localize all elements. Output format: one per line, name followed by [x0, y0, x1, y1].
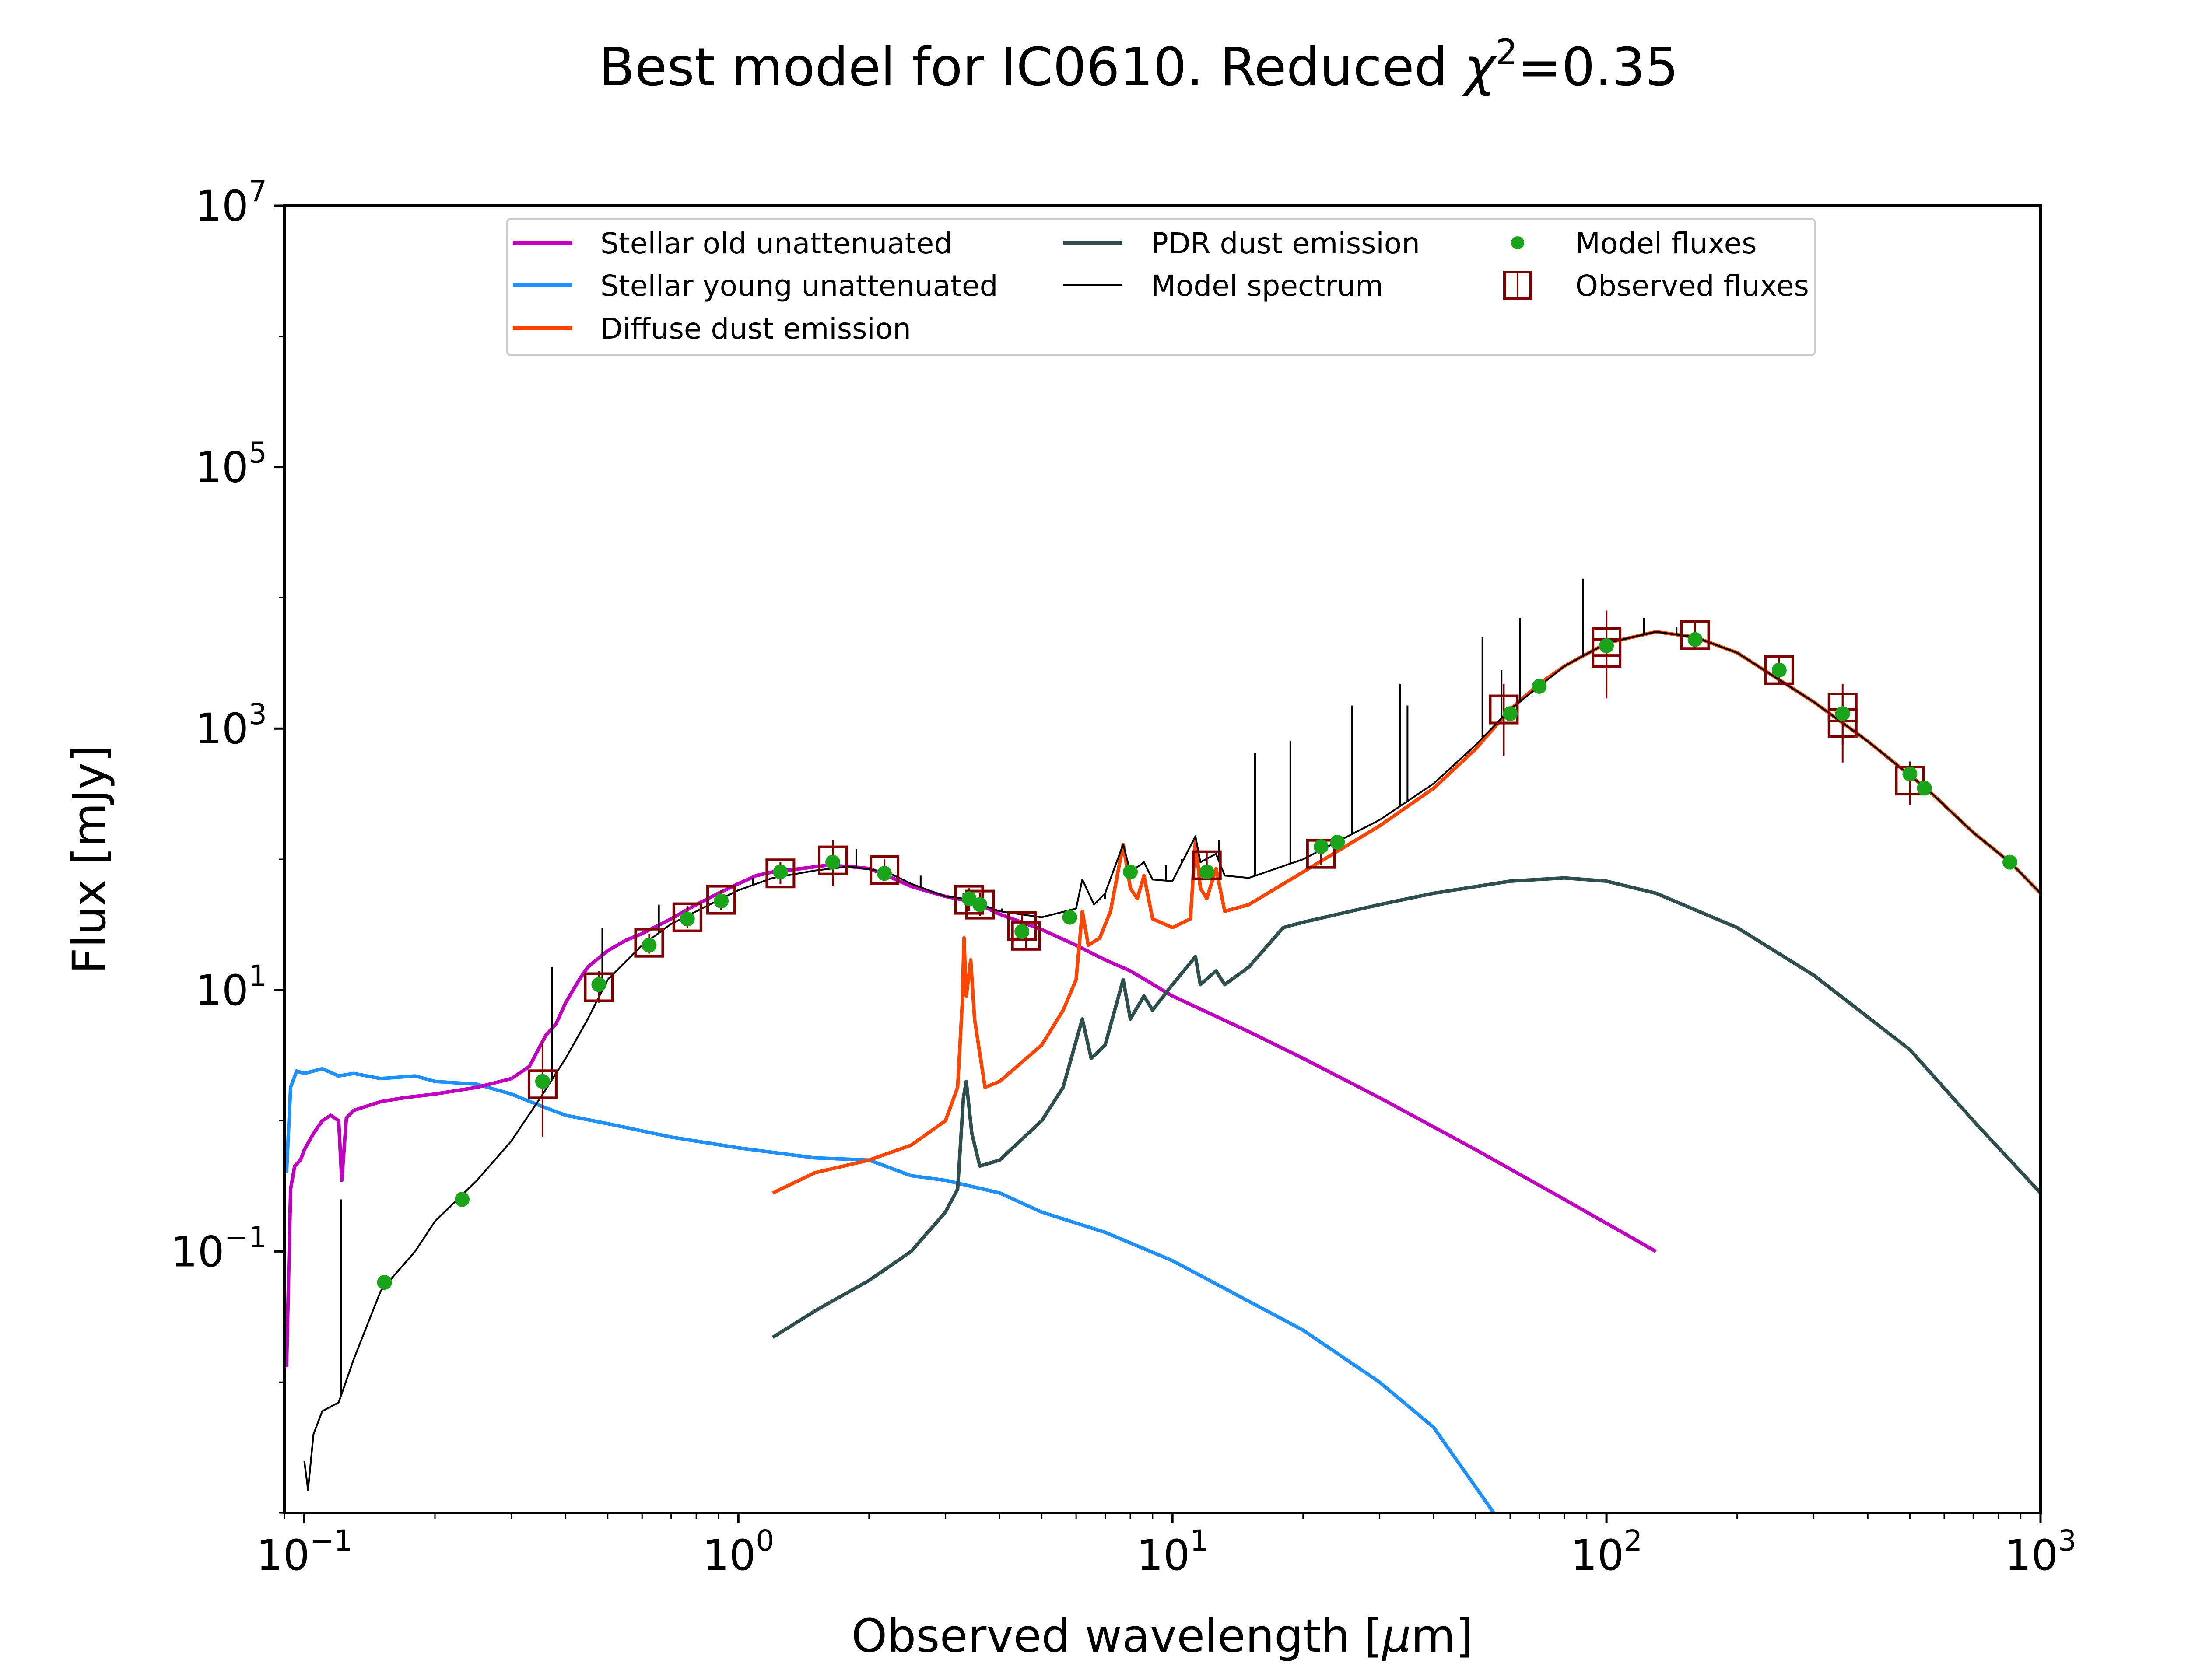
model-flux-point: [591, 977, 607, 992]
model-flux-point: [1503, 706, 1518, 721]
chart-title: Best model for IC0610. Reduced χ2=0.35: [599, 32, 1679, 98]
observed-flux-marker: [584, 972, 614, 1002]
y-axis-label: Flux [mJy]: [63, 745, 116, 974]
observed-flux-marker: [1680, 620, 1710, 650]
observed-flux-marker: [818, 845, 848, 875]
model-flux-point: [1532, 679, 1547, 694]
y-tick-label: 103: [195, 697, 267, 753]
model-flux-point: [455, 1192, 470, 1207]
model-flux-point: [1199, 864, 1214, 879]
model-flux-point: [714, 893, 729, 909]
model-flux-point: [680, 911, 695, 927]
observed-flux-marker: [765, 858, 796, 889]
model-flux-point: [1313, 839, 1329, 854]
y-tick-label: 10−1: [171, 1220, 267, 1276]
y-tick-label: 101: [195, 959, 267, 1015]
model-flux-point: [1123, 864, 1138, 879]
model-flux-point: [773, 864, 788, 879]
x-tick-label: 101: [1136, 1524, 1208, 1580]
legend-frame: [506, 218, 1816, 356]
model-flux-point: [377, 1275, 392, 1290]
model-flux-point: [972, 897, 988, 912]
x-tick-label: 102: [1571, 1524, 1642, 1580]
model-flux-point: [535, 1074, 550, 1089]
legend-label: Model fluxes: [1575, 227, 1757, 260]
y-tick-label: 107: [195, 175, 267, 231]
series-line-pdr-dust: [771, 876, 2041, 1339]
legend-label: Diffuse dust emission: [600, 312, 911, 346]
observed-flux-marker: [1764, 655, 1794, 685]
observed-flux-marker: [1007, 910, 1037, 941]
legend-label: Stellar young unattenuated: [600, 269, 998, 303]
series-line-stellar-old: [284, 863, 1657, 1368]
observed-flux-marker: [706, 885, 736, 915]
observed-flux-marker: [634, 928, 664, 958]
observed-flux-marker: [870, 855, 900, 885]
legend-handle-model-fluxes: [1511, 236, 1524, 249]
model-flux-point: [877, 866, 892, 881]
observed-flux-marker: [527, 1069, 558, 1099]
model-flux-point: [1902, 766, 1918, 781]
x-tick-label: 100: [702, 1524, 774, 1580]
legend-label: Model spectrum: [1151, 269, 1383, 303]
observed-flux-marker: [672, 902, 702, 932]
x-tick-label: 103: [2005, 1524, 2076, 1580]
model-flux-point: [1014, 924, 1030, 939]
x-tick-label: 10−1: [256, 1524, 352, 1580]
legend-label: Stellar old unattenuated: [600, 227, 952, 260]
model-flux-point: [1687, 632, 1703, 647]
series-line-stellar-young: [284, 1067, 1495, 1513]
plot-area: [284, 578, 2041, 1513]
model-flux-point: [1062, 910, 1077, 925]
y-tick-label: 105: [195, 436, 267, 492]
model-flux-point: [1835, 706, 1850, 721]
model-flux-point: [642, 938, 657, 953]
model-flux-point: [1599, 638, 1614, 653]
axis-ticks: 10−1 100 101 102 103 10−1 101 103 105 107: [171, 175, 2077, 1580]
model-flux-point: [825, 854, 841, 870]
legend: Stellar old unattenuated Stellar young un…: [506, 218, 1816, 356]
observed-flux-marker: [1489, 694, 1519, 724]
legend-label: Observed fluxes: [1575, 269, 1809, 303]
model-flux-point: [2002, 854, 2017, 870]
series-line-model-spectrum: [303, 631, 2041, 1491]
model-flux-point: [1330, 835, 1345, 850]
legend-label: PDR dust emission: [1151, 227, 1420, 260]
model-flux-point: [1771, 662, 1787, 678]
data-points-layer: [377, 610, 2017, 1290]
model-flux-point: [1917, 780, 1932, 796]
x-axis-label: Observed wavelength [μm]: [852, 1609, 1473, 1662]
observed-flux-marker: [1011, 920, 1041, 951]
